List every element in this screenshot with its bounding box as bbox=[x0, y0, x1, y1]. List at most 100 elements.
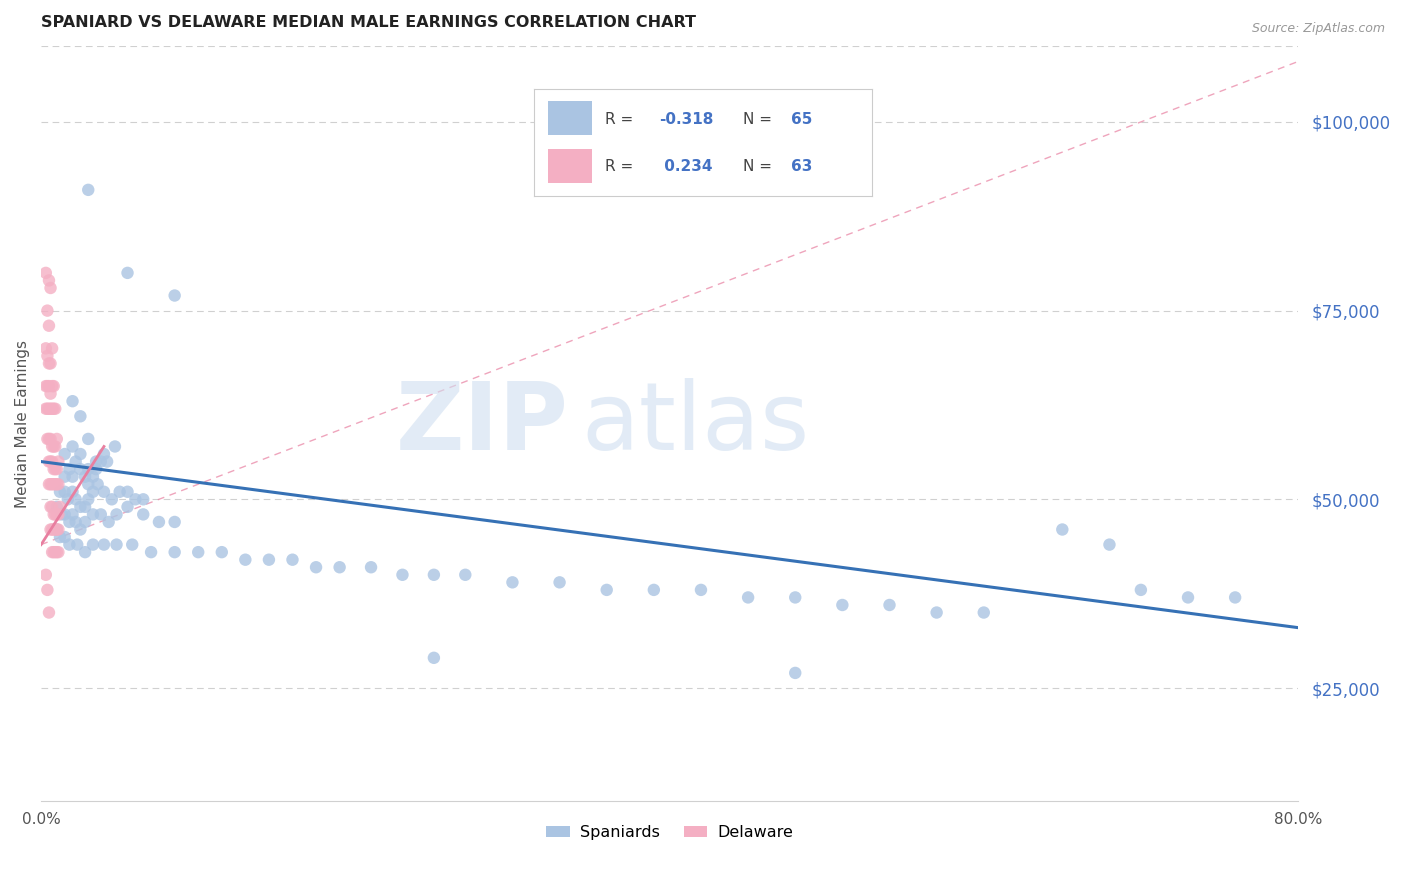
Point bbox=[49, 484, 72, 499]
Point bbox=[86, 477, 108, 491]
Point bbox=[38, 477, 60, 491]
Point bbox=[96, 454, 118, 468]
Point bbox=[38, 356, 60, 370]
Point bbox=[211, 545, 233, 559]
Point bbox=[163, 545, 186, 559]
Point bbox=[48, 477, 70, 491]
Point bbox=[65, 515, 87, 529]
Point bbox=[548, 575, 571, 590]
Point bbox=[41, 477, 63, 491]
Point bbox=[82, 538, 104, 552]
Point bbox=[37, 401, 59, 416]
Point bbox=[42, 462, 65, 476]
Legend: Spaniards, Delaware: Spaniards, Delaware bbox=[540, 818, 800, 847]
Point bbox=[38, 379, 60, 393]
Point bbox=[108, 484, 131, 499]
Text: 65: 65 bbox=[790, 112, 813, 127]
Point bbox=[45, 462, 67, 476]
Point bbox=[84, 454, 107, 468]
Text: ZIP: ZIP bbox=[396, 378, 569, 470]
Point bbox=[35, 342, 58, 356]
Text: SPANIARD VS DELAWARE MEDIAN MALE EARNINGS CORRELATION CHART: SPANIARD VS DELAWARE MEDIAN MALE EARNING… bbox=[41, 15, 696, 30]
Point bbox=[117, 266, 139, 280]
Point bbox=[48, 454, 70, 468]
Point bbox=[925, 606, 948, 620]
Point bbox=[41, 454, 63, 468]
Point bbox=[84, 462, 107, 476]
Point bbox=[39, 477, 62, 491]
Point bbox=[329, 560, 352, 574]
Point bbox=[75, 500, 97, 514]
Point bbox=[1098, 538, 1121, 552]
Point bbox=[44, 477, 66, 491]
Point bbox=[77, 492, 100, 507]
Point bbox=[37, 582, 59, 597]
Point bbox=[257, 552, 280, 566]
Point bbox=[423, 650, 446, 665]
Point bbox=[163, 288, 186, 302]
Point bbox=[62, 469, 84, 483]
Point bbox=[596, 582, 619, 597]
Point bbox=[38, 432, 60, 446]
Point bbox=[37, 379, 59, 393]
Point bbox=[45, 508, 67, 522]
Point bbox=[44, 508, 66, 522]
Point bbox=[93, 538, 115, 552]
Point bbox=[37, 432, 59, 446]
Point bbox=[65, 454, 87, 468]
Point bbox=[75, 545, 97, 559]
Point bbox=[62, 394, 84, 409]
Point bbox=[42, 508, 65, 522]
Point bbox=[831, 598, 853, 612]
Point bbox=[58, 538, 80, 552]
Point bbox=[101, 492, 124, 507]
Text: R =: R = bbox=[605, 112, 638, 127]
Point bbox=[39, 523, 62, 537]
Point bbox=[121, 538, 143, 552]
Point bbox=[39, 432, 62, 446]
Point bbox=[39, 454, 62, 468]
Point bbox=[38, 454, 60, 468]
Point bbox=[105, 508, 128, 522]
Point bbox=[42, 401, 65, 416]
Point bbox=[39, 356, 62, 370]
Point bbox=[42, 477, 65, 491]
Point bbox=[132, 508, 155, 522]
Point bbox=[82, 469, 104, 483]
Text: R =: R = bbox=[605, 159, 638, 174]
Point bbox=[785, 665, 807, 680]
Point bbox=[77, 432, 100, 446]
Point bbox=[93, 447, 115, 461]
Point bbox=[41, 523, 63, 537]
Bar bbox=[548, 149, 592, 184]
Point bbox=[39, 386, 62, 401]
Point bbox=[75, 469, 97, 483]
Point bbox=[58, 515, 80, 529]
Point bbox=[148, 515, 170, 529]
Point bbox=[45, 523, 67, 537]
Text: N =: N = bbox=[744, 159, 778, 174]
Point bbox=[53, 508, 76, 522]
Point bbox=[643, 582, 665, 597]
Y-axis label: Median Male Earnings: Median Male Earnings bbox=[15, 340, 30, 508]
Point bbox=[49, 530, 72, 544]
Point bbox=[124, 492, 146, 507]
Point bbox=[1129, 582, 1152, 597]
Point bbox=[45, 500, 67, 514]
Point bbox=[97, 515, 120, 529]
Point bbox=[53, 484, 76, 499]
Point bbox=[44, 462, 66, 476]
Point bbox=[39, 500, 62, 514]
Point bbox=[38, 318, 60, 333]
Point bbox=[35, 266, 58, 280]
Point bbox=[235, 552, 257, 566]
Point bbox=[53, 469, 76, 483]
Point bbox=[44, 440, 66, 454]
Text: 63: 63 bbox=[790, 159, 813, 174]
Point bbox=[66, 538, 89, 552]
Point bbox=[41, 440, 63, 454]
Point bbox=[56, 492, 79, 507]
Point bbox=[163, 515, 186, 529]
Point bbox=[82, 484, 104, 499]
Point bbox=[785, 591, 807, 605]
